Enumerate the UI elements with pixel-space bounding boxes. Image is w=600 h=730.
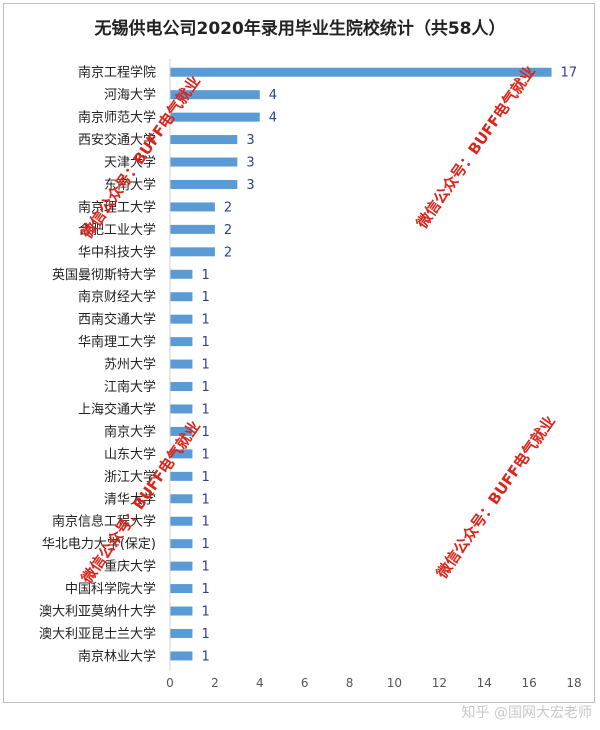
category-label: 华南理工大学	[78, 334, 156, 350]
bar	[170, 67, 552, 77]
x-tick-label: 18	[566, 676, 581, 690]
bar	[170, 224, 215, 234]
category-label: 苏州大学	[104, 357, 156, 373]
category-label: 南京大学	[104, 424, 156, 440]
x-tick-label: 12	[432, 676, 447, 690]
data-label: 1	[201, 335, 209, 350]
bar	[170, 337, 193, 347]
x-tick-label: 8	[346, 676, 354, 690]
data-label: 1	[201, 290, 209, 305]
data-label: 1	[201, 537, 209, 552]
x-tick-label: 10	[387, 676, 402, 690]
data-label: 3	[246, 178, 254, 193]
data-label: 3	[246, 133, 254, 148]
category-label: 南京财经大学	[78, 289, 156, 305]
category-label: 澳大利亚昆士兰大学	[39, 626, 156, 642]
data-label: 1	[201, 470, 209, 485]
data-label: 1	[201, 492, 209, 507]
category-label: 上海交通大学	[78, 401, 156, 417]
bar	[170, 292, 193, 302]
bar	[170, 471, 193, 481]
bar	[170, 157, 238, 167]
chart-title: 无锡供电公司2020年录用毕业生院校统计（共58人）	[94, 19, 506, 39]
data-label: 1	[201, 268, 209, 283]
category-label: 天津大学	[104, 155, 156, 171]
x-axis-ticks: 0 2 4 6 8 10 12 14 16 18	[166, 59, 582, 690]
category-label: 英国曼彻斯特大学	[52, 267, 156, 283]
data-label: 1	[201, 313, 209, 328]
data-label: 4	[269, 111, 277, 126]
x-tick-label: 16	[521, 676, 536, 690]
category-label: 南京工程学院	[78, 65, 156, 81]
bar	[170, 359, 193, 369]
category-label: 南京林业大学	[78, 648, 156, 664]
bar	[170, 179, 238, 189]
data-label: 1	[201, 605, 209, 620]
zhihu-credit: 知乎 @国网大宏老师	[461, 705, 592, 721]
bar	[170, 112, 260, 122]
bar	[170, 539, 193, 549]
category-label: 中国科学院大学	[65, 581, 156, 597]
category-label: 重庆大学	[104, 559, 156, 575]
category-label: 澳大利亚莫纳什大学	[39, 604, 156, 620]
category-label: 东南大学	[104, 177, 156, 193]
category-label: 西南交通大学	[78, 312, 156, 328]
x-tick-label: 14	[477, 676, 492, 690]
data-label: 1	[201, 627, 209, 642]
category-label: 南京师范大学	[78, 110, 156, 126]
category-label: 山东大学	[104, 446, 156, 462]
bar	[170, 269, 193, 279]
bar	[170, 494, 193, 504]
data-label: 1	[201, 515, 209, 530]
data-label: 1	[201, 425, 209, 440]
category-label: 浙江大学	[104, 469, 156, 485]
data-label: 2	[224, 200, 232, 215]
category-label: 清华大学	[104, 491, 156, 507]
data-label: 1	[201, 649, 209, 664]
data-label: 2	[224, 223, 232, 238]
watermark: 微信公众号：BUFF电气就业	[432, 412, 559, 582]
data-label: 1	[201, 560, 209, 575]
bar	[170, 449, 193, 459]
category-label: 河海大学	[104, 87, 156, 103]
watermark: 微信公众号：BUFF电气就业	[412, 62, 539, 232]
bar	[170, 404, 193, 414]
x-tick-label: 4	[256, 676, 264, 690]
data-label: 17	[561, 66, 578, 81]
bar	[170, 314, 193, 324]
bar	[170, 584, 193, 594]
category-label: 西安交通大学	[78, 132, 156, 148]
x-tick-label: 6	[301, 676, 309, 690]
bar	[170, 382, 193, 392]
category-label: 华北电力大学(保定)	[42, 536, 156, 552]
category-label: 南京理工大学	[78, 199, 156, 215]
data-label: 2	[224, 245, 232, 260]
bar	[170, 90, 260, 100]
bar	[170, 426, 193, 436]
bar	[170, 561, 193, 571]
data-label: 1	[201, 358, 209, 373]
data-label: 3	[246, 156, 254, 171]
bar	[170, 516, 193, 526]
bar	[170, 606, 193, 616]
bar	[170, 247, 215, 257]
bar	[170, 628, 193, 638]
category-label: 合肥工业大学	[78, 222, 156, 238]
bars-layer: 南京工程学院 17 河海大学 4 南京师范大学 4 西安交通大学 3 天津大学 3 东南大学 3 南京理…	[39, 65, 577, 665]
bar	[170, 135, 238, 145]
x-tick-label: 0	[166, 676, 174, 690]
data-label: 1	[201, 402, 209, 417]
data-label: 1	[201, 447, 209, 462]
category-label: 江南大学	[104, 379, 156, 395]
category-label: 南京信息工程大学	[52, 514, 156, 530]
data-label: 4	[269, 88, 277, 103]
bar	[170, 202, 215, 212]
data-label: 1	[201, 380, 209, 395]
chart-frame	[3, 3, 595, 703]
data-label: 1	[201, 582, 209, 597]
x-tick-label: 2	[211, 676, 219, 690]
category-label: 华中科技大学	[78, 244, 156, 260]
bar	[170, 651, 193, 661]
